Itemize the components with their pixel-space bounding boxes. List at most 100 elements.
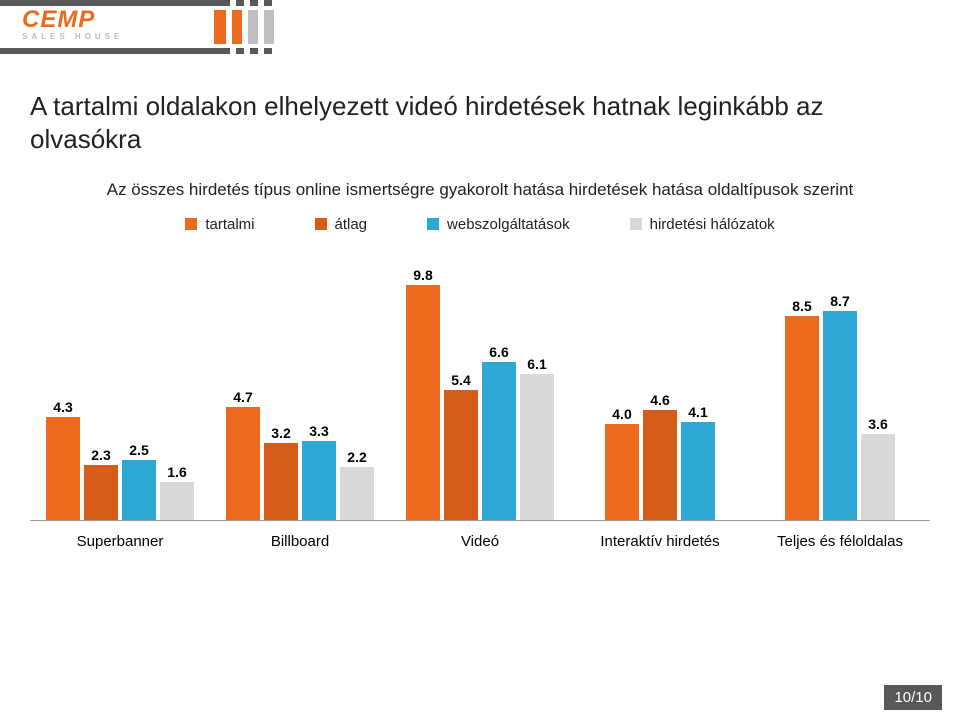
bar-value-label: 3.6 [868,416,887,432]
bar-wrap: 2.3 [84,447,118,520]
bar [84,465,118,520]
bar [226,407,260,520]
bar-value-label: 4.3 [53,399,72,415]
bar [340,467,374,520]
category-label: Interaktív hirdetés [600,533,719,571]
bar [264,443,298,520]
bar-value-label: 4.0 [612,406,631,422]
bar-value-label: 6.1 [527,356,546,372]
bar [482,362,516,520]
legend-label: hirdetési hálózatok [650,216,775,233]
logo-subtext: SALES HOUSE [22,32,212,41]
header-stripe [264,0,272,6]
bar-wrap: 1.6 [160,464,194,520]
chart-group-bars: 4.0 4.6 4.1 [570,251,750,521]
category-label: Billboard [271,533,329,571]
title-block: A tartalmi oldalakon elhelyezett videó h… [30,90,930,202]
bar [681,422,715,520]
bar-wrap: 3.2 [264,425,298,520]
bar-wrap: 2.2 [340,449,374,520]
bar-wrap: 4.6 [643,392,677,520]
bar-wrap: 5.4 [444,372,478,520]
header: CEMP SALES HOUSE [0,0,960,60]
header-stripe [248,10,258,44]
bar [46,417,80,520]
bar [302,441,336,520]
header-stripe [264,48,272,54]
chart-group-bars: 4.7 3.2 3.3 2.2 [210,251,390,521]
bar [122,460,156,520]
chart-group-bars: 9.8 5.4 6.6 6.1 [390,251,570,521]
chart-group: 4.0 4.6 4.1 Interaktív hirdetés [570,251,750,571]
legend-label: tartalmi [205,216,254,233]
legend-swatch [315,218,327,230]
legend-label: webszolgáltatások [447,216,570,233]
bar-value-label: 4.7 [233,389,252,405]
bar-wrap: 4.0 [605,406,639,520]
bar-wrap: 4.3 [46,399,80,520]
bar-value-label: 3.3 [309,423,328,439]
legend-item: hirdetési hálózatok [630,216,775,233]
bar [520,374,554,520]
bar-wrap: 4.1 [681,404,715,520]
header-stripe [250,0,258,6]
bar-value-label: 8.5 [792,298,811,314]
bar-value-label: 6.6 [489,344,508,360]
bar-value-label: 4.1 [688,404,707,420]
bar [823,311,857,520]
bar-value-label: 5.4 [451,372,470,388]
logo: CEMP SALES HOUSE [22,6,212,54]
page: CEMP SALES HOUSE A tartalmi oldalakon el… [0,0,960,720]
bar-value-label: 1.6 [167,464,186,480]
bar-value-label: 9.8 [413,267,432,283]
bar-value-label: 2.5 [129,442,148,458]
header-stripe [232,10,242,44]
chart-group: 4.3 2.3 2.5 1.6 Superbanner [30,251,210,571]
chart-subtitle: Az összes hirdetés típus online ismertsé… [30,179,930,202]
bar [444,390,478,520]
bar [643,410,677,520]
bar [861,434,895,520]
bar-value-label: 3.2 [271,425,290,441]
bar [785,316,819,520]
chart-group-bars: 8.5 8.7 3.6 [750,251,930,521]
header-stripe [264,10,274,44]
category-label: Teljes és féloldalas [777,533,903,571]
chart-legend: tartalmi átlag webszolgáltatások hirdetési … [0,216,960,233]
bar-value-label: 8.7 [830,293,849,309]
bar-value-label: 2.3 [91,447,110,463]
chart-group-bars: 4.3 2.3 2.5 1.6 [30,251,210,521]
bar-wrap: 8.5 [785,298,819,520]
page-title: A tartalmi oldalakon elhelyezett videó h… [30,90,930,155]
legend-swatch [185,218,197,230]
bar-wrap: 3.3 [302,423,336,520]
category-label: Videó [461,533,499,571]
bar [160,482,194,520]
bar-wrap: 9.8 [406,267,440,520]
bar [605,424,639,520]
header-stripe [236,0,244,6]
bar-chart: 4.3 2.3 2.5 1.6 Superbanner 4.7 3.2 3.3 2.2 Billb… [30,261,930,571]
legend-label: átlag [335,216,368,233]
category-label: Superbanner [77,533,164,571]
header-stripe [250,48,258,54]
bar-wrap: 2.5 [122,442,156,520]
header-stripe [236,48,244,54]
chart-group: 4.7 3.2 3.3 2.2 Billboard [210,251,390,571]
bar [406,285,440,520]
bar-wrap: 8.7 [823,293,857,520]
chart-group: 9.8 5.4 6.6 6.1 Videó [390,251,570,571]
header-stripe [214,10,226,44]
bar-wrap: 4.7 [226,389,260,520]
bar-value-label: 2.2 [347,449,366,465]
legend-item: átlag [315,216,368,233]
page-number-badge: 10/10 [884,685,942,710]
bar-value-label: 4.6 [650,392,669,408]
legend-swatch [630,218,642,230]
logo-text: CEMP [22,6,212,34]
bar-wrap: 6.6 [482,344,516,520]
bar-wrap: 6.1 [520,356,554,520]
legend-item: tartalmi [185,216,254,233]
bar-wrap: 3.6 [861,416,895,520]
legend-item: webszolgáltatások [427,216,570,233]
